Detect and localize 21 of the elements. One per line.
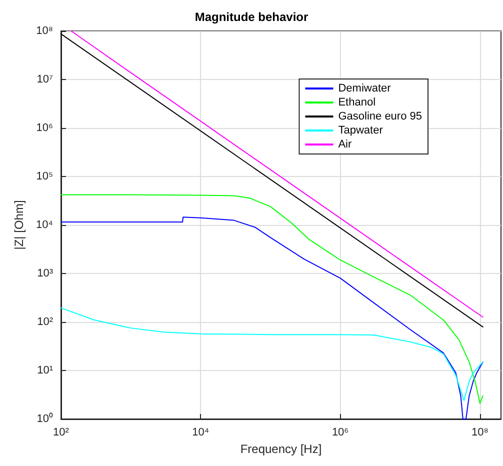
- x-axis-title: Frequency [Hz]: [240, 442, 322, 456]
- legend-label: Ethanol: [338, 96, 376, 108]
- x-tick-label: 10⁴: [192, 426, 210, 438]
- y-tick-label: 10⁶: [36, 122, 53, 134]
- legend-label: Tapwater: [338, 124, 384, 136]
- y-tick-label: 10⁸: [36, 25, 53, 37]
- y-tick-label: 10¹: [37, 364, 54, 376]
- y-tick-label: 10³: [37, 268, 54, 280]
- x-tick-label: 10⁸: [472, 426, 488, 438]
- y-tick-label: 10⁷: [36, 74, 54, 86]
- legend-label: Air: [338, 138, 352, 150]
- x-tick-label: 10⁶: [332, 426, 349, 438]
- chart-title: Magnitude behavior: [194, 10, 308, 24]
- legend-label: Gasoline euro 95: [338, 110, 422, 122]
- y-axis-title: |Z| [Ohm]: [12, 200, 26, 250]
- y-tick-label: 10⁰: [36, 412, 53, 425]
- y-tick-label: 10²: [37, 316, 54, 328]
- y-tick-label: 10⁵: [36, 170, 53, 182]
- x-tick-label: 10²: [53, 426, 70, 438]
- legend-label: Demiwater: [338, 82, 392, 94]
- y-tick-label: 10⁴: [36, 219, 54, 231]
